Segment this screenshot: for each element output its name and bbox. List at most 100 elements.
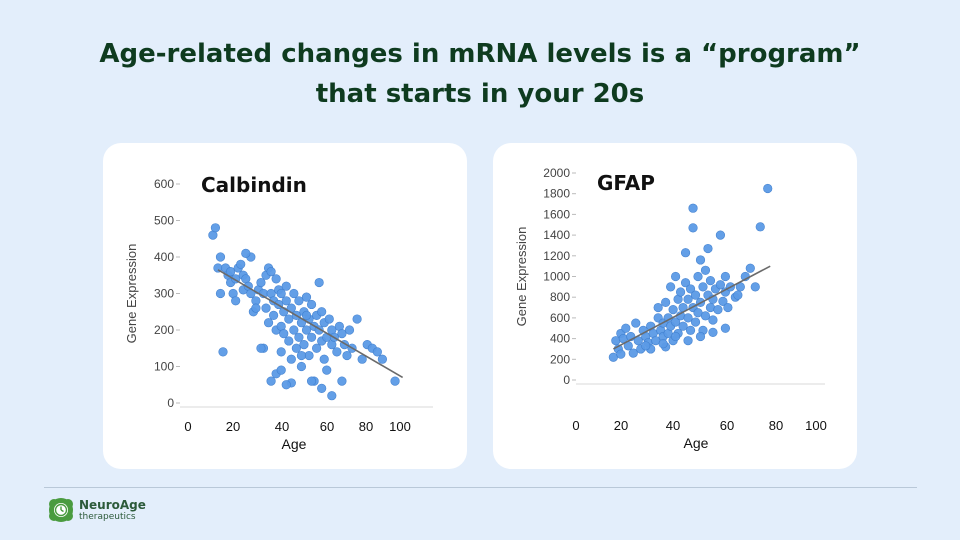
y-tick-label: 200 (550, 352, 570, 366)
data-point (661, 297, 671, 307)
x-tick-label: 20 (226, 419, 240, 434)
data-point (733, 290, 743, 300)
data-point (324, 314, 334, 324)
data-point (251, 303, 261, 313)
data-point (680, 278, 691, 288)
y-tick-label: 600 (154, 177, 174, 191)
data-point (322, 365, 332, 375)
data-point (703, 243, 713, 254)
y-tick-label: 1600 (543, 207, 570, 221)
data-point (666, 282, 676, 292)
y-tick-label: 1400 (543, 228, 570, 242)
data-point (279, 329, 289, 339)
data-point (621, 323, 631, 333)
data-point (236, 259, 246, 269)
y-tick-label: 500 (154, 214, 174, 228)
calbindin-chart-title: Calbindin (201, 173, 307, 197)
data-point (690, 290, 701, 300)
data-point (708, 327, 718, 337)
data-point (342, 350, 352, 361)
trend-line (612, 265, 771, 350)
brand-subtitle: therapeutics (79, 512, 136, 522)
data-point (641, 341, 651, 351)
data-point (708, 315, 718, 325)
data-point (671, 271, 681, 282)
data-point (678, 321, 688, 331)
data-point (256, 277, 266, 288)
x-tick-label: 20 (614, 418, 628, 433)
data-point (317, 307, 327, 317)
data-point (306, 299, 317, 310)
data-point (337, 376, 347, 386)
data-point (266, 267, 276, 277)
y-axis-label: Gene Expression (124, 244, 139, 344)
y-tick-label: 600 (550, 311, 570, 325)
data-point (695, 255, 706, 265)
data-point (276, 347, 286, 357)
data-point (671, 317, 681, 327)
data-point (685, 284, 696, 294)
slide-title: Age-related changes in mRNA levels is a … (0, 34, 960, 114)
data-point (294, 332, 304, 342)
x-tick-label: 40 (666, 418, 680, 433)
data-point (680, 248, 691, 258)
data-point (312, 343, 322, 353)
x-tick-label: 0 (184, 419, 191, 434)
data-point (284, 336, 294, 346)
data-point (344, 325, 355, 335)
y-tick-label: 2000 (543, 166, 570, 180)
gfap-chart-card: 0 200 400 600 800 1000 1200 1400 1600 1800 2000 0 20… (493, 143, 857, 469)
data-point (332, 347, 342, 357)
data-point (685, 325, 696, 335)
data-point (705, 276, 716, 286)
data-point (271, 274, 281, 284)
calbindin-chart-card: 0 100 200 300 400 500 600 0 20 40 60 80 100 Age Gene E… (103, 143, 467, 469)
y-tick-label: 300 (154, 287, 174, 301)
gfap-chart-title: GFAP (597, 171, 655, 195)
data-point (720, 271, 730, 282)
brain-clock-icon (49, 498, 73, 522)
data-point (218, 347, 228, 357)
data-point (683, 294, 693, 304)
data-point (301, 292, 312, 302)
y-tick-label: 1000 (543, 270, 570, 284)
y-tick-label: 100 (154, 360, 174, 374)
data-point (675, 287, 686, 297)
x-axis-label: Age (282, 436, 307, 452)
data-point (317, 383, 327, 393)
data-point (357, 354, 367, 364)
x-tick-label: 0 (572, 418, 579, 433)
data-point (745, 263, 755, 273)
data-point (281, 281, 291, 291)
data-point (700, 311, 711, 321)
data-point (306, 376, 317, 386)
data-point (631, 318, 641, 328)
y-tick-label: 1800 (543, 187, 570, 201)
data-point (658, 339, 668, 349)
y-tick-label: 200 (154, 323, 174, 337)
data-point (750, 282, 760, 292)
data-point (231, 296, 241, 306)
data-point (698, 282, 708, 292)
data-point (715, 280, 726, 290)
y-tick-label: 1200 (543, 249, 570, 263)
data-point (299, 340, 309, 350)
data-point (314, 277, 324, 288)
data-point (281, 296, 291, 306)
data-point (668, 305, 678, 315)
x-tick-label: 100 (805, 418, 827, 433)
data-point (266, 376, 276, 386)
data-point (269, 310, 279, 320)
data-point (261, 303, 271, 313)
data-point (688, 203, 698, 213)
data-point (693, 271, 703, 282)
data-point (284, 314, 294, 324)
x-tick-label: 40 (275, 419, 289, 434)
data-point (715, 230, 726, 240)
data-point (671, 331, 681, 342)
data-point (377, 354, 388, 364)
data-point (306, 332, 317, 342)
y-axis-label: Gene Expression (514, 227, 529, 327)
data-point (276, 288, 286, 299)
y-tick-label: 0 (167, 396, 174, 410)
